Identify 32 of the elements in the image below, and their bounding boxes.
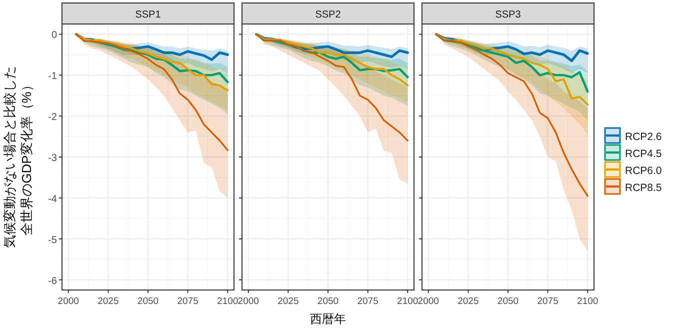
x-tick-label: 2100 bbox=[217, 296, 238, 307]
x-tick-label: 2000 bbox=[58, 296, 79, 307]
x-tick-label: 2075 bbox=[177, 296, 198, 307]
x-tick-label: 2025 bbox=[98, 296, 119, 307]
x-tick-label: 2050 bbox=[497, 296, 519, 307]
chart-title: SSP3 bbox=[495, 10, 522, 20]
y-tick-label: -5 bbox=[48, 234, 58, 246]
y-axis-title: 気候変動がない場合と比較した全世界のGDP変化率（%） bbox=[2, 66, 34, 248]
x-tick-label: 2025 bbox=[458, 296, 479, 307]
x-tick-label: 2025 bbox=[278, 296, 299, 307]
line-series bbox=[75, 33, 228, 151]
x-tick-label: 2075 bbox=[357, 296, 378, 307]
chart-title: SSP2 bbox=[315, 10, 342, 20]
y-tick-label: 0 bbox=[51, 30, 58, 42]
y-tick-label: -2 bbox=[48, 112, 58, 124]
x-axis-title: 西暦年 bbox=[310, 312, 346, 326]
x-tick-label: 2000 bbox=[238, 296, 259, 307]
x-tick-label: 2075 bbox=[537, 296, 558, 307]
y-tick-label: -1 bbox=[48, 71, 58, 82]
x-tick-label: 2000 bbox=[418, 296, 439, 307]
y-tick-label: -6 bbox=[48, 276, 58, 287]
legend-label: RCP2.6 bbox=[625, 131, 662, 143]
x-tick-label: 2100 bbox=[397, 296, 418, 307]
x-tick-label: 2050 bbox=[137, 296, 159, 307]
x-tick-label: 2050 bbox=[317, 296, 339, 307]
y-tick-label: -4 bbox=[48, 194, 58, 205]
legend-label: RCP4.5 bbox=[625, 148, 662, 160]
x-tick-label: 2100 bbox=[577, 296, 598, 307]
y-tick-label: -3 bbox=[48, 153, 58, 164]
chart-title: SSP1 bbox=[135, 10, 162, 20]
legend-label: RCP6.0 bbox=[625, 165, 662, 177]
legend-label: RCP8.5 bbox=[625, 182, 662, 194]
